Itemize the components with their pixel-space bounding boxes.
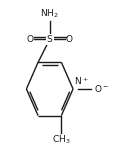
Text: O$^-$: O$^-$	[94, 83, 109, 94]
Text: S: S	[47, 35, 53, 44]
Text: NH$_2$: NH$_2$	[40, 8, 59, 20]
Text: O: O	[66, 35, 73, 44]
Text: O: O	[27, 35, 34, 44]
Text: CH$_3$: CH$_3$	[52, 134, 71, 146]
Text: N$^+$: N$^+$	[74, 76, 89, 87]
